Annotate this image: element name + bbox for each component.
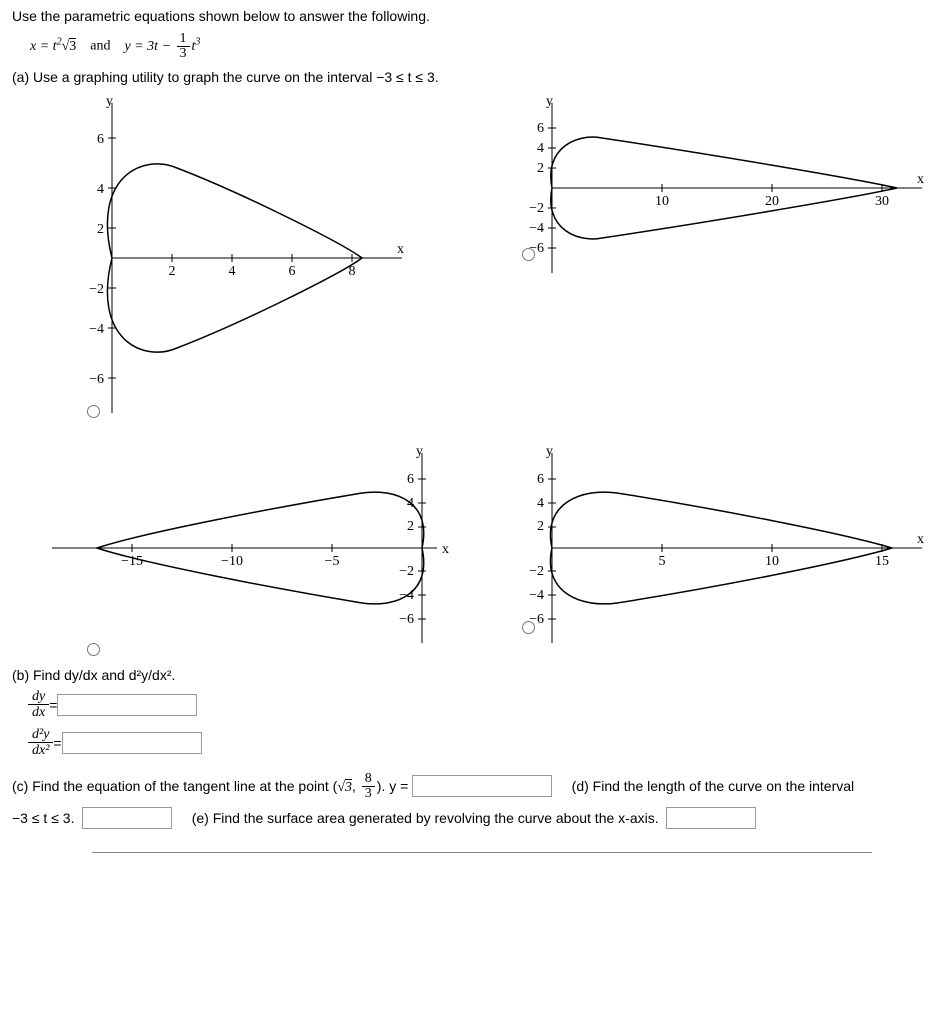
svg-text:−4: −4 [529,588,544,603]
svg-text:2: 2 [537,519,544,534]
svg-text:2: 2 [407,519,414,534]
svg-text:2: 2 [169,264,176,279]
svg-text:6: 6 [97,132,104,147]
svg-text:−2: −2 [529,201,544,216]
svg-text:4: 4 [97,182,104,197]
parametric-equations: x = t2√3 and y = 3t − 13t3 [30,32,928,61]
tangent-line-input[interactable] [412,775,552,797]
svg-text:15: 15 [875,554,889,569]
radio-option-4[interactable] [522,621,535,634]
surface-area-input[interactable] [666,807,756,829]
svg-text:10: 10 [655,194,669,209]
part-a-text: (a) Use a graphing utility to graph the … [12,69,928,85]
svg-text:−10: −10 [221,554,243,569]
svg-text:y: y [546,94,553,109]
radio-option-1[interactable] [87,405,100,418]
svg-text:2: 2 [97,222,104,237]
svg-text:5: 5 [659,554,666,569]
svg-text:6: 6 [537,472,544,487]
dy-dx-row: dydx = [28,689,928,721]
svg-text:x: x [917,532,924,547]
svg-text:y: y [546,444,553,459]
graph-option-1[interactable]: x y 6 4 2 −2 −4 −6 2 4 6 8 [42,93,492,423]
svg-text:20: 20 [765,194,779,209]
dy-dx-input[interactable] [57,694,197,716]
svg-text:−4: −4 [529,221,544,236]
svg-text:−2: −2 [399,564,414,579]
radio-option-3[interactable] [87,643,100,656]
part-b-text: (b) Find dy/dx and d²y/dx². [12,667,928,683]
graph-option-2[interactable]: x y 6 4 2 −2 −4 −6 10 20 30 [502,93,940,423]
radio-option-2[interactable] [522,248,535,261]
svg-text:4: 4 [537,496,544,511]
svg-text:−6: −6 [399,612,414,627]
x-eq: x = t2√3 [30,39,76,54]
graph-option-3[interactable]: x y 6 4 2 −2 −4 −6 −15 −10 −5 [42,443,492,653]
svg-text:x: x [397,242,404,257]
intro-text: Use the parametric equations shown below… [12,8,928,24]
y-eq: y = 3t − 13t3 [125,39,201,54]
graph-option-4[interactable]: x y 6 4 2 −2 −4 −6 5 10 15 [502,443,940,653]
svg-text:6: 6 [537,121,544,136]
svg-text:30: 30 [875,194,889,209]
svg-text:−5: −5 [325,554,340,569]
svg-text:6: 6 [289,264,296,279]
d2y-dx2-input[interactable] [62,732,202,754]
svg-text:−2: −2 [529,564,544,579]
svg-text:y: y [106,94,113,109]
svg-text:−2: −2 [89,282,104,297]
svg-text:y: y [416,444,423,459]
arc-length-input[interactable] [82,807,172,829]
svg-text:x: x [917,172,924,187]
interval-text: −3 ≤ t ≤ 3. [12,810,74,826]
part-d-text: (d) Find the length of the curve on the … [572,778,855,794]
svg-text:10: 10 [765,554,779,569]
svg-text:4: 4 [229,264,236,279]
svg-text:−6: −6 [89,372,104,387]
svg-text:2: 2 [537,161,544,176]
d2y-dx2-row: d²ydx² = [28,727,928,759]
part-e-text: (e) Find the surface area generated by r… [192,810,659,826]
svg-text:−4: −4 [89,322,104,337]
part-c-text: (c) Find the equation of the tangent lin… [12,778,412,794]
svg-text:6: 6 [407,472,414,487]
svg-text:4: 4 [537,141,544,156]
graph-choices: x y 6 4 2 −2 −4 −6 2 4 6 8 [42,93,928,653]
svg-text:x: x [442,542,449,557]
